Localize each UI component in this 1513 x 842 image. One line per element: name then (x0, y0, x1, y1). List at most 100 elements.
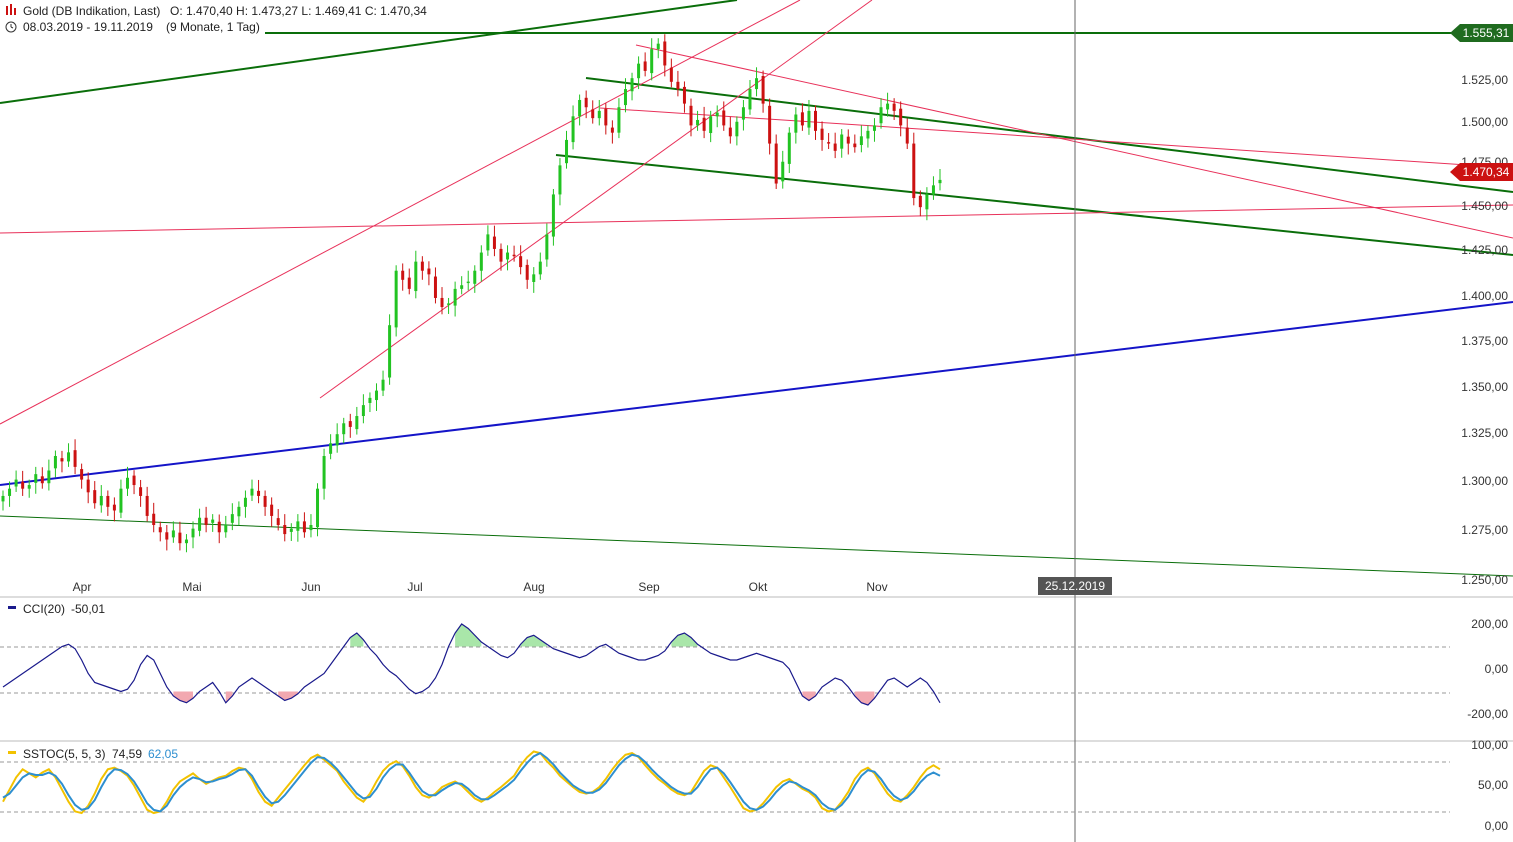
candle-body (427, 268, 431, 275)
clock-icon (5, 21, 17, 33)
candle-body (565, 139, 569, 164)
candle-body (1, 495, 5, 502)
candle-body (401, 270, 405, 280)
candle-body (119, 488, 123, 513)
candle-body (859, 136, 863, 146)
y-axis: 1.525,00 1.500,00 1.475,00 1.450,00 1.42… (1461, 73, 1508, 587)
candle-body (761, 76, 765, 104)
cci-value: -50,01 (71, 602, 105, 616)
cci-oversold-fill (854, 691, 875, 705)
candle-body (289, 528, 293, 532)
candle-body (617, 107, 621, 133)
trendline-lower-green (0, 515, 1513, 577)
candle-body (60, 458, 64, 462)
x-tick-label: Sep (638, 580, 660, 594)
candle-body (99, 495, 103, 506)
candle-body (145, 495, 149, 516)
sstoc-legend-swatch (8, 751, 16, 754)
candle-body (499, 248, 503, 262)
candle-body (73, 450, 77, 467)
candle-body (827, 142, 831, 144)
candle-body (584, 97, 588, 108)
candle-body (460, 285, 464, 289)
trendline-pink-falling-2 (599, 107, 1513, 169)
cci-y-tick: 200,00 (1471, 617, 1508, 631)
candle-body (643, 61, 647, 71)
candle-body (591, 109, 595, 119)
candle-body (846, 136, 850, 144)
date-range: 08.03.2019 - 19.11.2019 (23, 20, 153, 34)
candle-body (184, 539, 188, 544)
candle-body (931, 185, 935, 195)
candle-body (820, 128, 824, 140)
candle-body (14, 479, 18, 487)
candle-body (316, 488, 320, 528)
date-range-detail: (9 Monate, 1 Tag) (166, 20, 260, 34)
date-marker-badge: 25.12.2019 (1038, 577, 1112, 595)
candle-body (886, 103, 890, 110)
y-tick-label: 1.300,00 (1461, 474, 1508, 488)
trendline-pink-flat (0, 204, 1513, 234)
candle-chart-icon (6, 4, 16, 15)
sstoc-y-tick: 100,00 (1471, 738, 1508, 752)
candle-body (204, 517, 208, 526)
candle-body (86, 479, 90, 493)
y-tick-label: 1.425,00 (1461, 243, 1508, 257)
candle-body (125, 477, 129, 489)
candle-body (774, 143, 778, 184)
sstoc-d-value: 62,05 (148, 747, 178, 761)
x-tick-label: Mai (182, 580, 201, 594)
candle-body (918, 195, 922, 208)
candle-body (34, 474, 38, 483)
candle-body (656, 43, 660, 50)
candle-body (237, 506, 241, 517)
y-tick-label: 1.500,00 (1461, 115, 1508, 129)
candle-body (67, 452, 71, 462)
level-badge-value: 1.555,31 (1463, 26, 1510, 40)
y-tick-label: 1.275,00 (1461, 523, 1508, 537)
candle-body (165, 532, 169, 540)
candles (1, 34, 942, 553)
candle-body (27, 485, 31, 489)
sstoc-title: SSTOC(5, 5, 3) (23, 747, 105, 761)
candle-body (538, 261, 542, 275)
y-tick-label: 1.325,00 (1461, 426, 1508, 440)
candle-body (178, 532, 182, 544)
candle-body (814, 110, 818, 131)
candle-body (257, 490, 261, 496)
candle-body (650, 49, 654, 74)
ohlc-readout: O: 1.470,40 H: 1.473,27 L: 1.469,41 C: 1… (170, 4, 427, 18)
y-tick-label: 1.450,00 (1461, 199, 1508, 213)
candle-body (676, 81, 680, 90)
candle-body (388, 325, 392, 378)
candle-body (741, 107, 745, 120)
candle-body (905, 127, 909, 144)
candle-body (696, 119, 700, 126)
x-tick-label: Jul (407, 580, 422, 594)
candle-body (512, 254, 516, 257)
trendline-blue (0, 301, 1513, 486)
candle-body (158, 527, 162, 533)
candle-body (21, 481, 25, 489)
candle-body (433, 276, 437, 298)
candle-body (578, 99, 582, 117)
candle-body (112, 504, 116, 511)
candle-body (872, 125, 876, 131)
candle-body (866, 130, 870, 139)
trendline-upper-green (0, 0, 738, 104)
candle-body (217, 521, 221, 533)
candle-body (263, 495, 267, 507)
candle-body (152, 513, 156, 526)
candle-body (250, 488, 254, 496)
candle-body (309, 525, 313, 531)
candle-body (545, 234, 549, 260)
candle-body (224, 525, 228, 533)
candle-body (466, 281, 470, 284)
cci-overbought-fill (455, 624, 482, 647)
candle-body (755, 78, 759, 90)
candle-body (394, 270, 398, 328)
candle-body (283, 525, 287, 535)
chart-header: Gold (DB Indikation, Last) O: 1.470,40 H… (5, 4, 427, 34)
candle-body (374, 390, 378, 401)
x-tick-label: Jun (301, 580, 320, 594)
